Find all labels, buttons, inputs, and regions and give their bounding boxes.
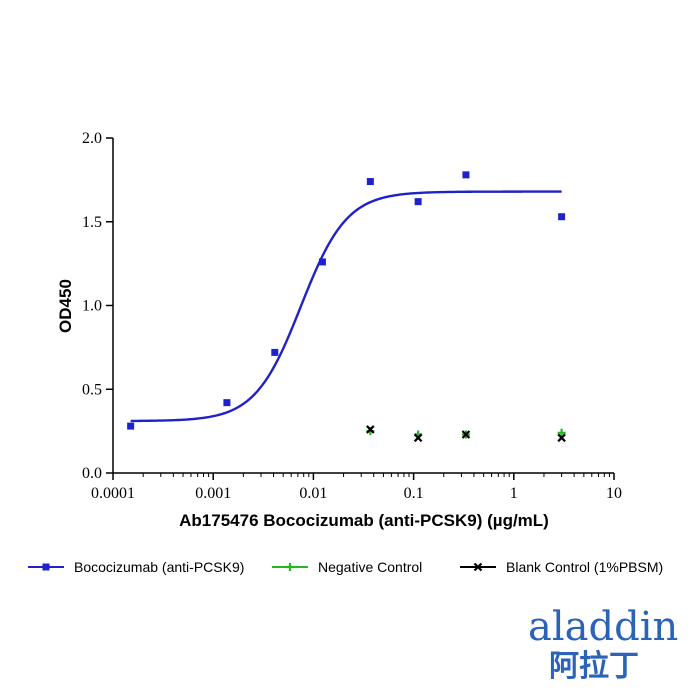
legend-label-2: Negative Control <box>318 559 422 575</box>
y-axis-title: OD450 <box>56 279 75 333</box>
data-point-series-3 <box>557 433 566 443</box>
legend-marker-1 <box>42 563 50 571</box>
x-tick-label: 0.0001 <box>91 485 135 502</box>
fit-curve-bococizumab <box>130 190 562 423</box>
x-tick-label: 0.01 <box>299 485 327 502</box>
legend: Bococizumab (anti-PCSK9) Negative Control… <box>28 559 663 575</box>
y-tick-label: 0.5 <box>82 381 102 398</box>
data-point-series-3 <box>366 425 375 434</box>
data-point-series-1 <box>271 348 279 356</box>
y-tick-label: 2.0 <box>82 130 102 147</box>
x-tick-label: 0.001 <box>195 485 231 502</box>
y-tick-label: 1.5 <box>82 214 102 231</box>
legend-label-1: Bococizumab (anti-PCSK9) <box>74 559 244 575</box>
y-tick-label: 0.0 <box>82 465 102 482</box>
legend-label-3: Blank Control (1%PBSM) <box>506 559 663 575</box>
x-tick-label: 10 <box>606 485 622 502</box>
y-tick-label: 1.0 <box>82 298 102 315</box>
legend-marker-3 <box>473 562 483 572</box>
data-point-series-1 <box>223 399 231 407</box>
data-point-series-1 <box>414 198 422 206</box>
data-point-series-1 <box>366 178 374 186</box>
data-point-series-1 <box>318 258 326 266</box>
x-tick-label: 0.1 <box>404 485 424 502</box>
axes <box>112 138 614 474</box>
legend-marker-2 <box>286 563 294 571</box>
data-point-series-3 <box>413 433 423 443</box>
y-axis-ticks: 0.0 0.5 1.0 1.5 2.0 <box>82 130 113 482</box>
logo-text-en: aladdin <box>528 604 678 650</box>
data-points <box>127 171 566 443</box>
x-axis-title: Ab175476 Bococizumab (anti-PCSK9) (µg/mL… <box>179 511 549 530</box>
data-point-series-1 <box>558 213 566 221</box>
data-point-series-3 <box>461 430 471 439</box>
x-tick-label: 1 <box>510 485 518 502</box>
x-axis-ticks: 0.0001 0.001 0.01 0.1 1 10 <box>91 473 622 502</box>
logo-text-cn: 阿拉丁 <box>549 649 639 684</box>
data-point-series-1 <box>462 171 470 179</box>
data-point-series-1 <box>127 422 135 430</box>
data-point-series-2 <box>557 428 566 437</box>
aladdin-logo: aladdin 阿拉丁 <box>528 604 678 684</box>
